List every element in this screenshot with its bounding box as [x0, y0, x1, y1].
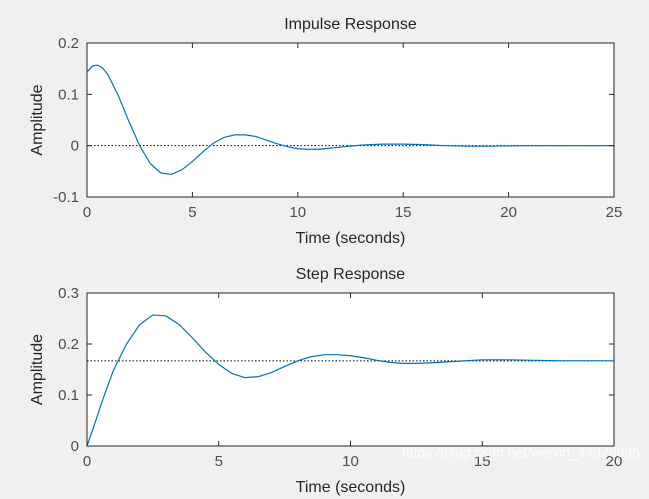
series-line	[86, 314, 614, 447]
x-tick-label: 0	[83, 453, 91, 470]
x-axis-label: Time (seconds)	[296, 479, 406, 496]
x-axis-label: Time (seconds)	[296, 230, 406, 247]
x-tick-label: 25	[606, 204, 623, 221]
x-tick-label: 5	[188, 204, 196, 221]
y-tick-label: 0.2	[58, 336, 79, 353]
y-tick-label: 0.1	[58, 86, 79, 103]
x-tick-label: 15	[395, 204, 412, 221]
y-tick-label: 0.2	[58, 35, 79, 52]
watermark: https://blog.csdn.net/weixin_44378835	[402, 444, 640, 460]
x-tick-label: 20	[606, 453, 623, 470]
step-response-axes: 0 5 10 15 20 0 0.1 0.2 0.3 Step Response Time (sec…	[29, 266, 622, 496]
y-axis-label: Amplitude	[29, 334, 46, 405]
series-line	[86, 64, 614, 176]
x-tick-label: 15	[474, 453, 491, 470]
y-tick-label: 0.1	[58, 387, 79, 404]
y-axis-label: Amplitude	[29, 84, 46, 155]
plot-area	[86, 42, 615, 198]
y-tick-label: -0.1	[53, 189, 79, 206]
x-tick-label: 0	[83, 204, 91, 221]
y-tick-label: 0	[71, 438, 79, 455]
y-tick-label: 0.3	[58, 285, 79, 302]
y-tick-label: 0	[71, 138, 79, 155]
chart-title: Step Response	[296, 266, 406, 283]
x-tick-label: 5	[215, 453, 223, 470]
plot-area	[86, 292, 615, 447]
x-tick-label: 20	[500, 204, 517, 221]
x-tick-label: 10	[342, 453, 359, 470]
chart-title: Impulse Response	[284, 16, 417, 33]
x-tick-label: 10	[289, 204, 306, 221]
